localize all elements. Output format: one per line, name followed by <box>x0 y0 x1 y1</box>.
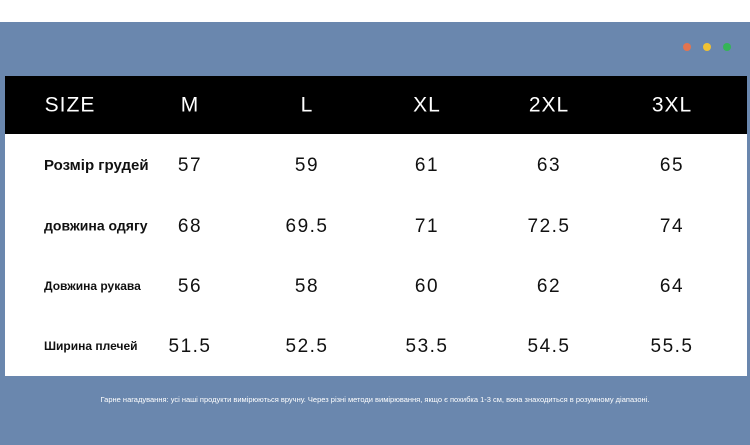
cell-value: 74 <box>660 216 684 237</box>
cell-value: 58 <box>295 276 319 297</box>
table-body <box>5 134 747 376</box>
row-label: Довжина рукава <box>44 279 141 293</box>
cell-value: 55.5 <box>651 336 694 357</box>
cell-value: 72.5 <box>528 216 571 237</box>
cell-value: 57 <box>178 155 202 176</box>
header-cell: XL <box>413 94 441 117</box>
header-cell: M <box>181 94 200 117</box>
cell-value: 56 <box>178 276 202 297</box>
footnote: Гарне нагадування: усі наші продукти вим… <box>101 395 650 404</box>
header-cell: 2XL <box>529 94 569 117</box>
cell-value: 65 <box>660 155 684 176</box>
header-cell: 3XL <box>652 94 692 117</box>
cell-value: 63 <box>537 155 561 176</box>
row-label: довжина одягу <box>44 218 148 234</box>
cell-value: 59 <box>295 155 319 176</box>
cell-value: 53.5 <box>406 336 449 357</box>
dot-yellow <box>703 43 711 51</box>
dot-green <box>723 43 731 51</box>
cell-value: 68 <box>178 216 202 237</box>
cell-value: 52.5 <box>286 336 329 357</box>
cell-value: 64 <box>660 276 684 297</box>
cell-value: 61 <box>415 155 439 176</box>
cell-value: 54.5 <box>528 336 571 357</box>
row-label: Ширина плечей <box>44 339 138 353</box>
cell-value: 62 <box>537 276 561 297</box>
header-row <box>5 76 747 134</box>
dot-orange <box>683 43 691 51</box>
header-cell: SIZE <box>45 94 96 117</box>
header-cell: L <box>301 94 314 117</box>
cell-value: 71 <box>415 216 439 237</box>
row-label: Розмір грудей <box>44 157 149 174</box>
cell-value: 69.5 <box>286 216 329 237</box>
cell-value: 51.5 <box>169 336 212 357</box>
cell-value: 60 <box>415 276 439 297</box>
